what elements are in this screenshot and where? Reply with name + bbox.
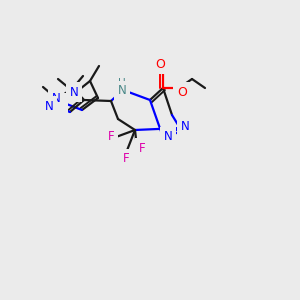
Text: N: N <box>181 121 189 134</box>
Text: N: N <box>118 85 126 98</box>
Text: N: N <box>56 97 64 110</box>
Text: F: F <box>123 152 129 166</box>
Text: H: H <box>118 78 126 88</box>
Text: N: N <box>52 92 60 104</box>
Text: F: F <box>108 130 114 143</box>
Text: N: N <box>164 130 172 143</box>
Text: O: O <box>155 58 165 70</box>
Text: N: N <box>45 100 53 112</box>
Text: N: N <box>70 85 78 98</box>
Text: F: F <box>139 142 145 154</box>
Text: O: O <box>177 85 187 98</box>
